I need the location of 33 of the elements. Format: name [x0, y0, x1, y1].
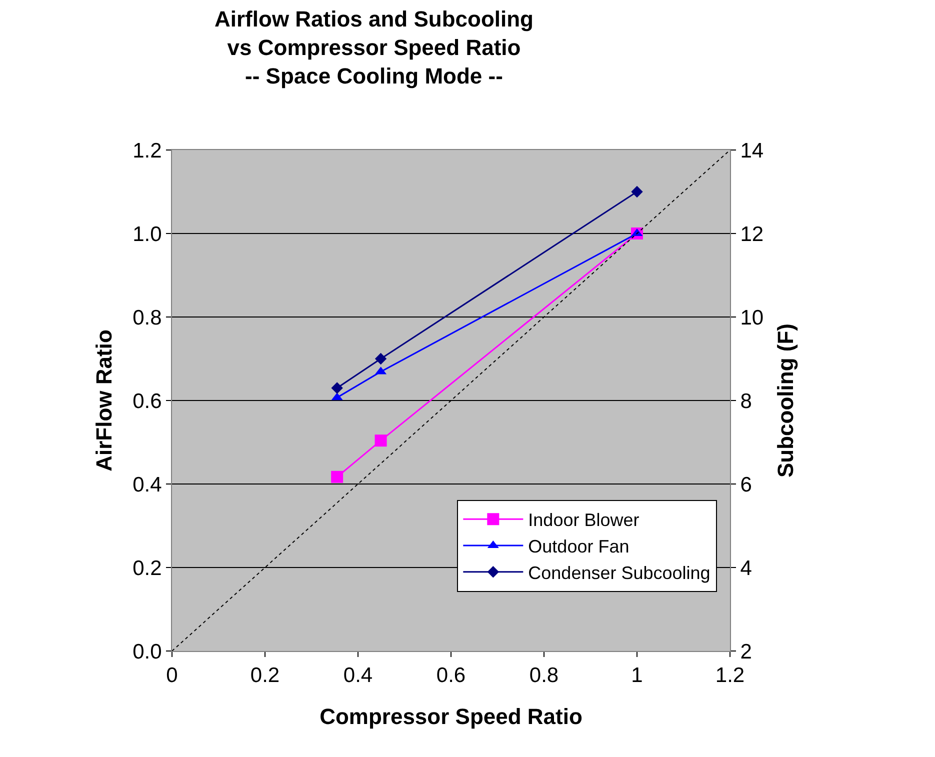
y-axis-title: AirFlow Ratio	[91, 330, 116, 472]
y2-tick-label: 2	[740, 640, 752, 664]
chart-title: Airflow Ratios and Subcooling vs Compressor Speed Ratio -- Space Cooling Mode --	[214, 6, 534, 89]
y2-tick-label: 8	[740, 390, 752, 413]
y-tick-label: 0.2	[132, 556, 162, 580]
x-tick-label: 0.4	[343, 664, 373, 688]
y2-tick-label: 12	[740, 222, 764, 246]
y2-tick-label: 4	[740, 556, 752, 580]
y-tick-label: 1.0	[132, 222, 162, 246]
x-tick-label: 0	[166, 664, 178, 688]
x-tick-label: 1.2	[715, 664, 745, 688]
y-tick-label: 0.6	[132, 390, 162, 413]
y2-tick-label: 14	[740, 139, 764, 162]
x-tick-label: 0.8	[529, 664, 559, 688]
y2-axis-title: Subcooling (F)	[772, 324, 798, 478]
y-tick-label: 1.2	[132, 139, 162, 162]
legend-label: Outdoor Fan	[528, 536, 630, 556]
y2-tick-label: 6	[740, 473, 752, 496]
x-tick-label: 0.6	[436, 664, 466, 688]
x-tick-label: 0.2	[250, 664, 280, 688]
legend-label: Indoor Blower	[528, 510, 640, 530]
x-axis-title: Compressor Speed Ratio	[320, 704, 582, 730]
point	[374, 352, 387, 365]
legend-label: Condenser Subcooling	[528, 562, 710, 583]
y-tick-label: 0.8	[132, 306, 162, 330]
point	[374, 434, 387, 447]
y-tick-label: 0.0	[132, 640, 162, 664]
y2-tick-label: 10	[740, 306, 764, 330]
point	[331, 470, 344, 483]
point	[331, 382, 343, 394]
y-tick-label: 0.4	[132, 473, 162, 496]
x-tick-label: 1	[631, 664, 643, 688]
point	[631, 186, 643, 198]
